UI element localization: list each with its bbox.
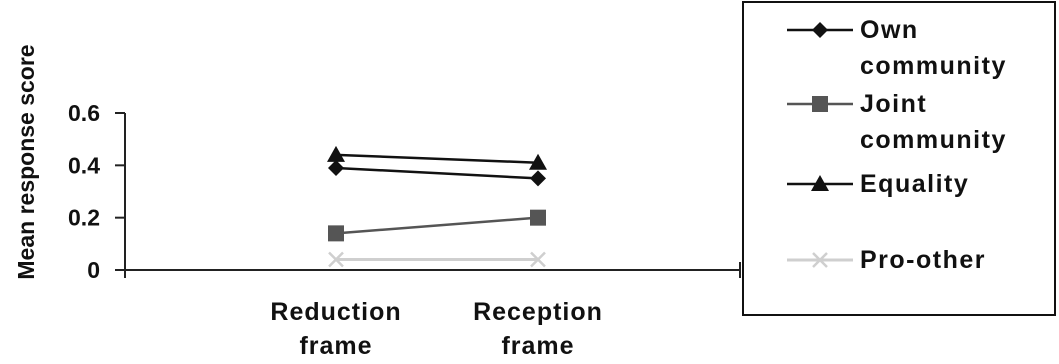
legend-marker bbox=[812, 96, 828, 112]
data-point bbox=[328, 251, 344, 268]
legend-entry: Pro-other bbox=[787, 246, 986, 274]
legend: Own community Joint community Equality Pro-ot… bbox=[742, 1, 1056, 316]
y-tick-label: 0.4 bbox=[68, 152, 100, 178]
legend-label: Own community bbox=[860, 16, 1007, 80]
data-point bbox=[328, 225, 344, 242]
data-point bbox=[530, 251, 546, 268]
data-point bbox=[530, 170, 546, 187]
data-point bbox=[328, 159, 344, 176]
legend-marker bbox=[811, 175, 829, 191]
legend-entry: Equality bbox=[787, 170, 969, 198]
series-line bbox=[335, 166, 539, 180]
series-line bbox=[335, 153, 539, 164]
axes: 0 0.2 0.4 0.6 Mean response score Reduction fr… bbox=[13, 44, 741, 360]
y-tick-label: 0.2 bbox=[68, 205, 100, 231]
data-point bbox=[529, 153, 547, 170]
legend-marker bbox=[812, 22, 828, 38]
y-axis-label: Mean response score bbox=[13, 44, 39, 279]
y-tick-label: 0 bbox=[87, 257, 100, 283]
data-point bbox=[530, 209, 546, 226]
x-category-label: Reception frame bbox=[473, 298, 603, 360]
series-line bbox=[335, 216, 539, 235]
y-tick-label: 0.6 bbox=[68, 100, 100, 126]
legend-entry: Joint community bbox=[787, 90, 1007, 154]
legend-entry: Own community bbox=[787, 16, 1007, 80]
legend-marker bbox=[812, 252, 828, 268]
legend-box bbox=[742, 1, 1056, 316]
legend-label: Pro-other bbox=[860, 246, 986, 274]
x-category-label: Reduction frame bbox=[270, 298, 401, 360]
series-layer bbox=[327, 145, 547, 268]
legend-label: Joint community bbox=[860, 90, 1007, 154]
data-point bbox=[327, 145, 345, 162]
legend-label: Equality bbox=[860, 170, 969, 198]
